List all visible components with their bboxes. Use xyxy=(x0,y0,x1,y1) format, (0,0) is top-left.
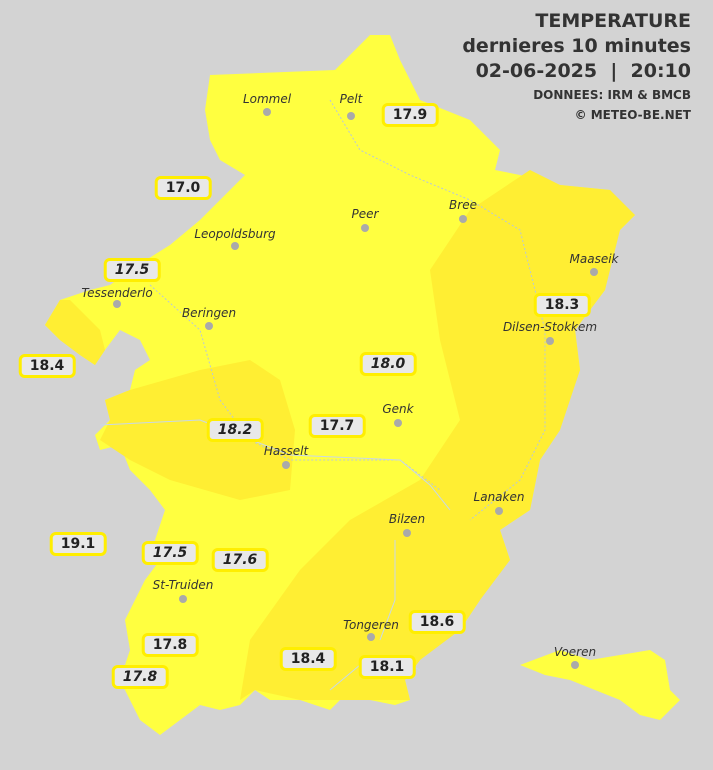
temperature-badge: 17.0 xyxy=(154,176,212,200)
city-marker-icon xyxy=(282,461,290,469)
city-marker-icon xyxy=(205,322,213,330)
city-marker-icon xyxy=(179,595,187,603)
warm-zone-west xyxy=(100,360,295,500)
city-label: Bree xyxy=(449,198,477,212)
warm-zone-tess xyxy=(45,300,105,365)
map-datetime: 02-06-2025 | 20:10 xyxy=(475,60,691,82)
city-label: Bilzen xyxy=(388,512,426,526)
city-label: Tongeren xyxy=(343,618,399,632)
city-marker-icon xyxy=(367,633,375,641)
voeren-shape xyxy=(520,650,680,720)
city-label: Leopoldsburg xyxy=(194,227,276,241)
copyright: © METEO-BE.NET xyxy=(574,108,691,122)
temperature-badge: 17.5 xyxy=(141,541,199,565)
city-label: St-Truiden xyxy=(152,578,214,592)
temperature-badge: 17.6 xyxy=(211,548,269,572)
temperature-badge: 19.1 xyxy=(49,532,107,556)
temperature-badge: 17.8 xyxy=(141,633,199,657)
temperature-badge: 18.6 xyxy=(408,610,466,634)
city-label: Pelt xyxy=(339,92,363,106)
city-label: Tessenderlo xyxy=(81,286,153,300)
temperature-badge: 18.2 xyxy=(206,418,264,442)
temperature-badge: 18.4 xyxy=(279,647,337,671)
temperature-badge: 18.3 xyxy=(533,293,591,317)
city-marker-icon xyxy=(263,108,271,116)
temperature-badge: 18.1 xyxy=(358,655,416,679)
temperature-badge: 17.5 xyxy=(103,258,161,282)
temperature-badge: 17.9 xyxy=(381,103,439,127)
temperature-badge: 18.0 xyxy=(359,352,417,376)
temperature-badge: 18.4 xyxy=(18,354,76,378)
city-label: Lommel xyxy=(242,92,292,106)
city-marker-icon xyxy=(403,529,411,537)
city-label: Peer xyxy=(351,207,379,221)
city-label: Beringen xyxy=(181,306,237,320)
city-marker-icon xyxy=(347,112,355,120)
temperature-badge: 17.7 xyxy=(308,414,366,438)
map-title: TEMPERATURE xyxy=(535,10,691,32)
city-marker-icon xyxy=(459,215,467,223)
city-label: Lanaken xyxy=(473,490,525,504)
city-label: Genk xyxy=(382,402,414,416)
city-label: Maaseik xyxy=(569,252,619,266)
temperature-badge: 17.8 xyxy=(111,665,169,689)
city-marker-icon xyxy=(231,242,239,250)
city-marker-icon xyxy=(361,224,369,232)
city-label: Hasselt xyxy=(263,444,309,458)
city-marker-icon xyxy=(571,661,579,669)
city-label: Voeren xyxy=(553,645,597,659)
city-marker-icon xyxy=(113,300,121,308)
city-marker-icon xyxy=(546,337,554,345)
city-label: Dilsen-Stokkem xyxy=(502,320,598,334)
city-marker-icon xyxy=(394,419,402,427)
city-marker-icon xyxy=(590,268,598,276)
data-source: DONNEES: IRM & BMCB xyxy=(533,88,691,102)
city-marker-icon xyxy=(495,507,503,515)
map-subtitle: dernieres 10 minutes xyxy=(462,35,691,57)
